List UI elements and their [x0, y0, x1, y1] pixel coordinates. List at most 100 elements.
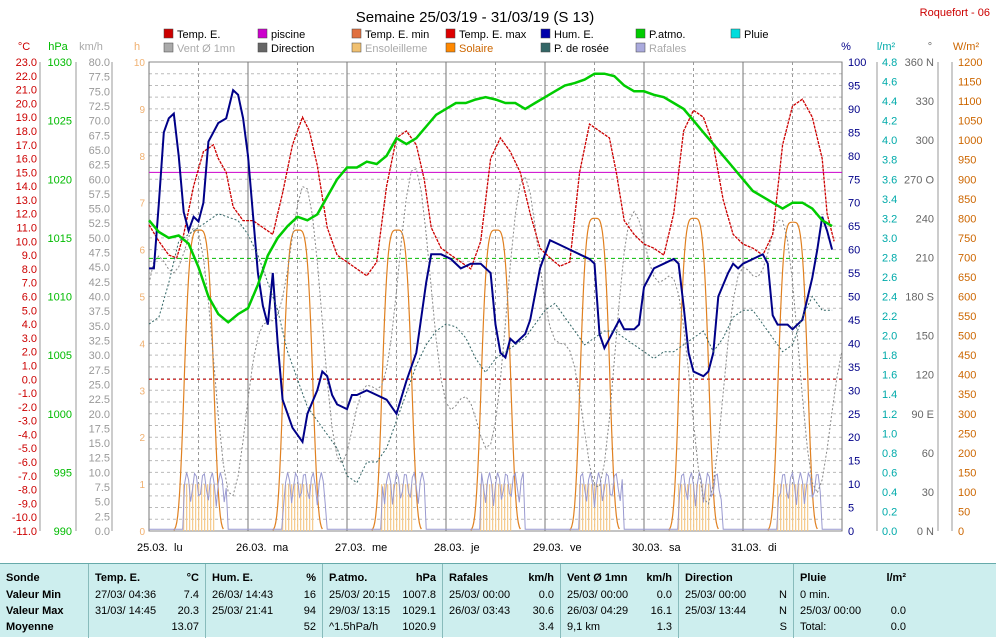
legend-swatch	[257, 28, 268, 39]
tick-label-solar: 750	[958, 233, 976, 245]
series-p-de-ros-e	[148, 213, 833, 484]
table-header: Direction	[685, 570, 787, 586]
header-unit: km/h	[646, 572, 672, 584]
tick-label-direction: 330	[916, 96, 934, 108]
table-row: 27/03/ 04:36 7.4	[95, 587, 199, 603]
tick-label-wind: 2.5	[95, 511, 110, 523]
legend-label: Ensoleilleme	[365, 43, 427, 55]
table-row: Total: 0.0	[800, 619, 906, 635]
day-name-label: di	[768, 542, 777, 554]
tick-label-wind: 45.0	[89, 262, 110, 274]
row-value: 0.0	[656, 589, 672, 601]
tick-label-pressure: 995	[54, 467, 72, 479]
tick-label-rain: 1.4	[882, 389, 897, 401]
tick-label-pressure: 1000	[48, 409, 72, 421]
tick-label-wind: 60.0	[89, 174, 110, 186]
legend-label: P. de rosée	[554, 43, 609, 55]
row-value: 20.3	[177, 605, 199, 617]
tick-label-temp: 10.0	[16, 236, 37, 248]
tick-label-hum: 55	[848, 268, 860, 280]
row-time: 27/03/ 04:36	[95, 589, 157, 601]
table-row: 26/03/ 04:29 16.1	[567, 603, 672, 619]
table-column: Temp. E. °C 27/03/ 04:36 7.4 31/03/ 14:45 20.…	[88, 564, 205, 638]
tick-label-rain: 2.2	[882, 311, 897, 323]
table-row: 25/03/ 21:41 94	[212, 603, 316, 619]
tick-label-temp: 17.0	[16, 140, 37, 152]
table-row: 25/03/ 00:00 0.0	[800, 603, 906, 619]
table-row: Moyenne	[6, 619, 82, 635]
tick-label-wind: 32.5	[89, 335, 110, 347]
tick-label-direction: 240	[916, 213, 934, 225]
tick-label-hum: 40	[848, 338, 860, 350]
table-row: S	[685, 619, 787, 635]
tick-label-rain: 0.6	[882, 467, 897, 479]
header-unit: l/m²	[886, 572, 906, 584]
tick-label-wind: 7.5	[95, 482, 110, 494]
tick-label-solar: 100	[958, 487, 976, 499]
tick-label-solar: 200	[958, 448, 976, 460]
table-row: Valeur Min	[6, 587, 82, 603]
table-column: P.atmo. hPa 25/03/ 20:15 1007.8 29/03/ 13:15…	[322, 564, 442, 638]
row-time: 26/03/ 14:43	[212, 589, 274, 601]
tick-label-rain: 4.0	[882, 135, 897, 147]
solar-curve	[668, 217, 719, 531]
tick-label-hum: 65	[848, 221, 860, 233]
tick-label-rain: 3.0	[882, 233, 897, 245]
tick-label-wind: 5.0	[95, 497, 110, 509]
day-name-label: ve	[570, 542, 582, 554]
tick-label-temp: 16.0	[16, 154, 37, 166]
table-row: 25/03/ 00:00 N	[685, 587, 787, 603]
table-row: 31/03/ 14:45 20.3	[95, 603, 199, 619]
tick-label-sun: 5	[139, 293, 145, 304]
row-value: 0.0	[890, 605, 906, 617]
tick-label-direction: 150	[916, 331, 934, 343]
day-date-label: 27.03.	[335, 542, 366, 554]
legend-swatch	[351, 42, 362, 53]
solar-curve	[767, 221, 818, 531]
tick-label-temp: 20.0	[16, 98, 37, 110]
tick-label-solar: 1150	[958, 77, 982, 89]
tick-label-wind: 15.0	[89, 438, 110, 450]
tick-label-solar: 900	[958, 174, 976, 186]
table-column: Hum. E.% 26/03/ 14:43 16 25/03/ 21:41 94 52	[205, 564, 322, 638]
tick-label-rain: 1.6	[882, 370, 897, 382]
tick-label-pressure: 1030	[48, 57, 72, 69]
row-value: 1007.8	[402, 589, 436, 601]
legend-swatch	[351, 28, 362, 39]
tick-label-solar: 800	[958, 213, 976, 225]
legend-swatch	[540, 42, 551, 53]
tick-label-rain: 2.0	[882, 331, 897, 343]
tick-label-rain: 0.2	[882, 506, 897, 518]
tick-label-sun: 6	[139, 246, 145, 257]
day-date-label: 28.03.	[434, 542, 465, 554]
tick-label-wind: 67.5	[89, 130, 110, 142]
row-time: 0 min.	[800, 589, 830, 601]
tick-label-sun: 3	[139, 386, 145, 397]
table-row: 3.4	[449, 619, 554, 635]
tick-label-direction: 300	[916, 135, 934, 147]
tick-label-direction: 210	[916, 252, 934, 264]
legend-swatch	[257, 42, 268, 53]
tick-label-wind: 80.0	[89, 57, 110, 69]
header-label: Hum. E.	[212, 572, 253, 584]
direction-line	[148, 168, 843, 505]
row-value: 30.6	[532, 605, 554, 617]
row-label: Moyenne	[6, 621, 54, 633]
tick-label-rain: 4.6	[882, 77, 897, 89]
tick-label-rain: 3.6	[882, 174, 897, 186]
legend-label: P.atmo.	[649, 29, 686, 41]
chart-title: Semaine 25/03/19 - 31/03/19 (S 13)	[356, 9, 595, 26]
tick-label-solar: 450	[958, 350, 976, 362]
axis-unit-rain: l/m²	[877, 41, 896, 53]
tick-label-temp: -2.0	[18, 402, 37, 414]
table-row: ^1.5hPa/h 1020.9	[329, 619, 436, 635]
row-value: 13.07	[171, 621, 199, 633]
tick-label-temp: 13.0	[16, 195, 37, 207]
tick-label-wind: 70.0	[89, 116, 110, 128]
tick-label-solar: 500	[958, 331, 976, 343]
tick-label-direction: 180 S	[905, 292, 934, 304]
tick-label-wind: 20.0	[89, 409, 110, 421]
tick-label-temp: 19.0	[16, 112, 37, 124]
axis-unit-wind: km/h	[79, 41, 103, 53]
header-label: Direction	[685, 572, 733, 584]
